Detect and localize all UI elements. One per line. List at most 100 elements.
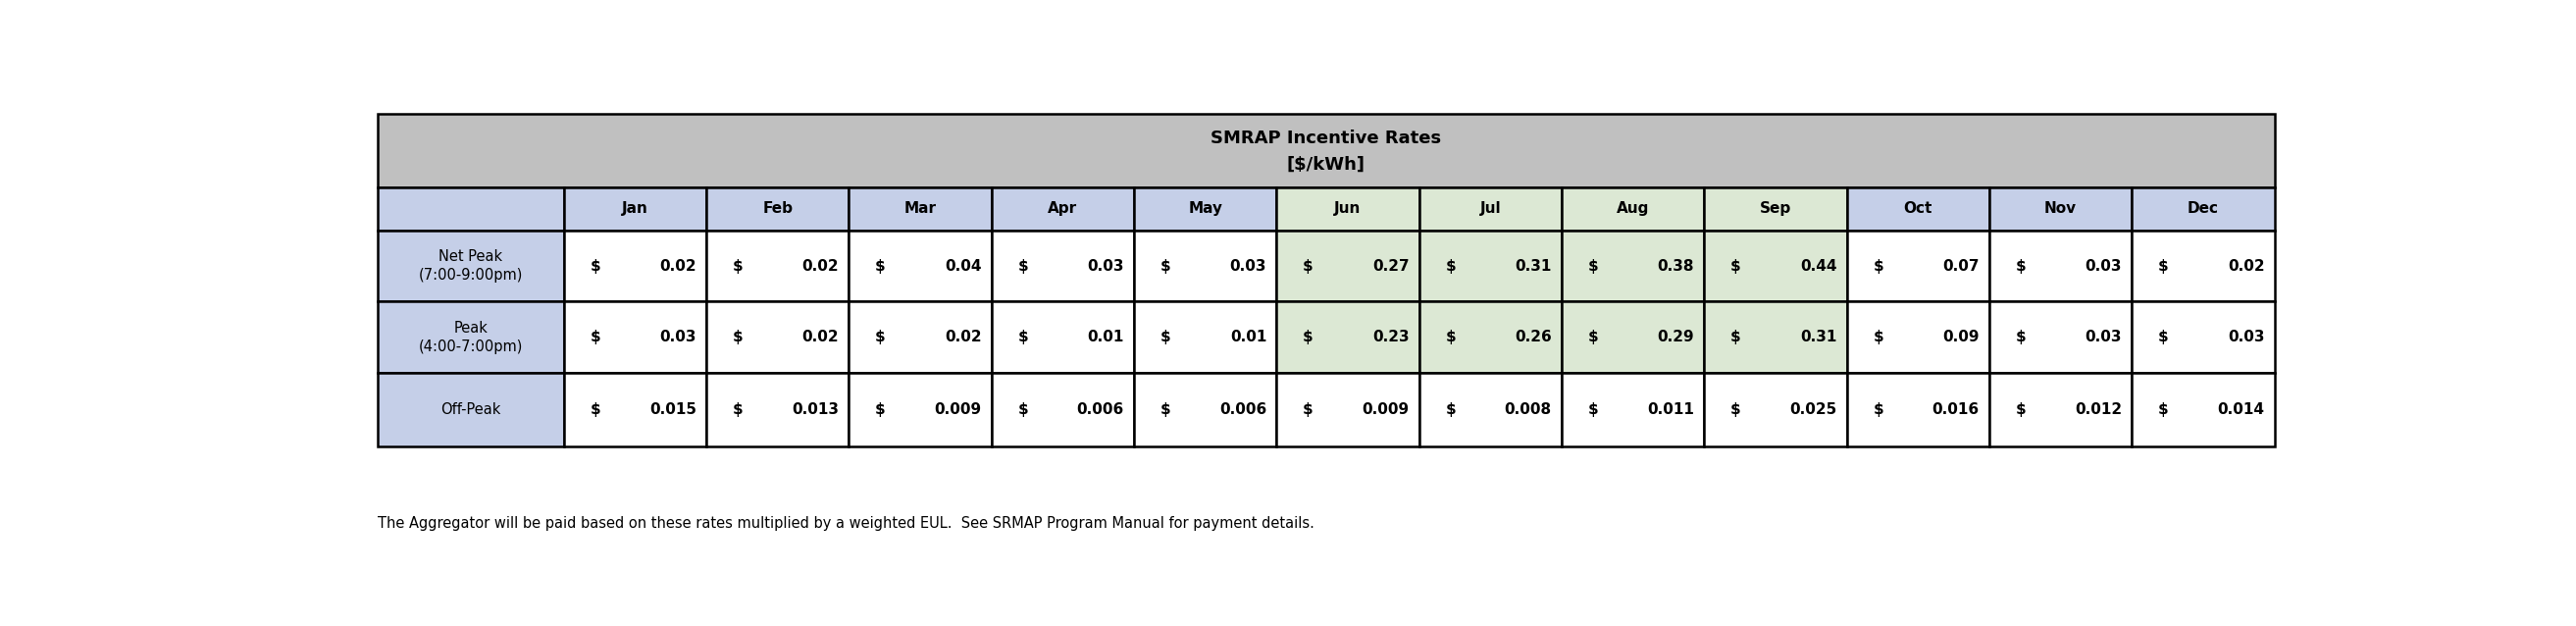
Text: $: $ — [876, 259, 886, 274]
Text: 0.015: 0.015 — [649, 403, 696, 417]
Text: May: May — [1188, 201, 1224, 216]
Text: 0.07: 0.07 — [1942, 259, 1978, 274]
Bar — [992, 373, 1133, 446]
Text: Jan: Jan — [621, 201, 649, 216]
Bar — [564, 373, 706, 446]
Text: $: $ — [1018, 330, 1028, 345]
Text: 0.44: 0.44 — [1801, 259, 1837, 274]
Bar — [1133, 302, 1278, 373]
Text: $: $ — [590, 403, 600, 417]
Text: Apr: Apr — [1048, 201, 1077, 216]
Bar — [1561, 373, 1705, 446]
Bar — [564, 230, 706, 302]
Bar — [706, 373, 850, 446]
Text: 0.006: 0.006 — [1077, 403, 1123, 417]
Text: Oct: Oct — [1904, 201, 1932, 216]
Text: 0.27: 0.27 — [1373, 259, 1409, 274]
Text: $: $ — [1445, 330, 1455, 345]
Text: 0.006: 0.006 — [1218, 403, 1267, 417]
Text: $: $ — [1731, 259, 1741, 274]
Text: 0.31: 0.31 — [1801, 330, 1837, 345]
Text: 0.26: 0.26 — [1515, 330, 1551, 345]
Text: 0.009: 0.009 — [935, 403, 981, 417]
Bar — [1705, 230, 1847, 302]
Bar — [1561, 187, 1705, 230]
Text: $: $ — [590, 259, 600, 274]
Text: $: $ — [1873, 330, 1883, 345]
Bar — [379, 187, 564, 230]
Text: Off-Peak: Off-Peak — [440, 403, 500, 417]
Text: $: $ — [1587, 330, 1597, 345]
Bar — [1847, 230, 1989, 302]
Text: $: $ — [590, 330, 600, 345]
Bar — [1705, 373, 1847, 446]
Text: $: $ — [2014, 403, 2025, 417]
Bar — [1847, 302, 1989, 373]
Text: $: $ — [2159, 330, 2169, 345]
Text: $: $ — [2014, 259, 2025, 274]
Text: 0.02: 0.02 — [2228, 259, 2264, 274]
Bar — [706, 187, 850, 230]
Bar — [379, 230, 564, 302]
Bar — [706, 302, 850, 373]
Text: 0.009: 0.009 — [1363, 403, 1409, 417]
Text: $: $ — [1303, 259, 1314, 274]
Bar — [564, 187, 706, 230]
Bar — [1278, 373, 1419, 446]
Text: 0.01: 0.01 — [1229, 330, 1267, 345]
Text: $: $ — [1018, 259, 1028, 274]
Bar — [1278, 302, 1419, 373]
Text: 0.09: 0.09 — [1942, 330, 1978, 345]
Bar — [850, 187, 992, 230]
Text: 0.02: 0.02 — [945, 330, 981, 345]
Text: 0.02: 0.02 — [659, 259, 696, 274]
Text: 0.38: 0.38 — [1656, 259, 1695, 274]
Bar — [1561, 302, 1705, 373]
Bar — [1419, 230, 1561, 302]
Text: [$/kWh]: [$/kWh] — [1288, 156, 1365, 174]
Text: 0.03: 0.03 — [1229, 259, 1267, 274]
Text: Jul: Jul — [1479, 201, 1502, 216]
Text: 0.012: 0.012 — [2074, 403, 2123, 417]
Text: 0.01: 0.01 — [1087, 330, 1123, 345]
Bar — [1561, 230, 1705, 302]
Text: Feb: Feb — [762, 201, 793, 216]
Text: Mar: Mar — [904, 201, 935, 216]
Text: Sep: Sep — [1759, 201, 1790, 216]
Bar — [1705, 187, 1847, 230]
Text: Dec: Dec — [2187, 201, 2218, 216]
Text: $: $ — [1445, 259, 1455, 274]
Text: $: $ — [876, 330, 886, 345]
Bar — [1989, 373, 2133, 446]
Bar — [1419, 373, 1561, 446]
Text: $: $ — [1873, 403, 1883, 417]
Text: $: $ — [1731, 330, 1741, 345]
Text: 0.04: 0.04 — [945, 259, 981, 274]
Bar — [1989, 187, 2133, 230]
Text: $: $ — [2014, 330, 2025, 345]
Text: $: $ — [876, 403, 886, 417]
Bar — [1133, 230, 1278, 302]
Text: $: $ — [1873, 259, 1883, 274]
Text: 0.03: 0.03 — [2084, 330, 2123, 345]
Text: $: $ — [1303, 403, 1314, 417]
Bar — [992, 187, 1133, 230]
Bar — [1278, 230, 1419, 302]
Bar — [1989, 302, 2133, 373]
Text: $: $ — [1587, 259, 1597, 274]
Text: $: $ — [1445, 403, 1455, 417]
Text: $: $ — [1159, 403, 1170, 417]
Text: Nov: Nov — [2045, 201, 2076, 216]
Text: 0.03: 0.03 — [1087, 259, 1123, 274]
Text: 0.014: 0.014 — [2218, 403, 2264, 417]
Bar — [1278, 187, 1419, 230]
Text: $: $ — [732, 259, 742, 274]
Text: $: $ — [732, 403, 742, 417]
Bar — [1847, 373, 1989, 446]
Bar — [1419, 302, 1561, 373]
Bar — [850, 230, 992, 302]
Text: $: $ — [2159, 403, 2169, 417]
Text: 0.02: 0.02 — [801, 259, 840, 274]
Bar — [1133, 187, 1278, 230]
Bar — [992, 230, 1133, 302]
